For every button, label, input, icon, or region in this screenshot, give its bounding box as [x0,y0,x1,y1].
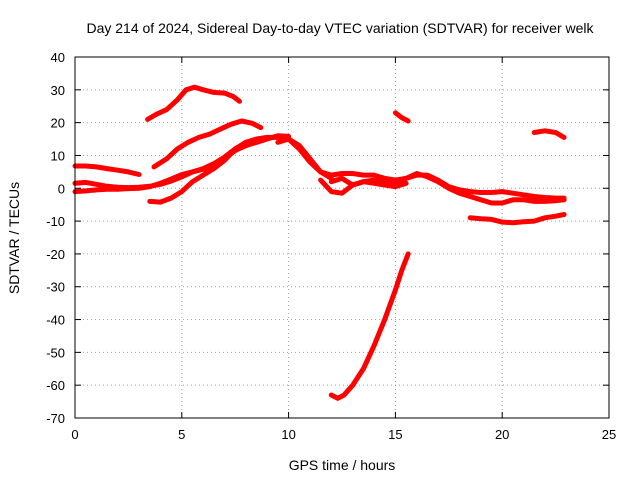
series-track-12 [467,212,567,226]
grid [75,57,609,418]
series-track-8 [328,171,567,206]
y-tick-label: -10 [46,214,65,229]
y-tick-label: 0 [58,181,65,196]
x-tick-label: 10 [281,427,295,442]
y-tick-label: 40 [51,50,65,65]
x-tick-label: 20 [495,427,509,442]
plot-area [72,84,567,401]
y-tick-label: -60 [46,378,65,393]
x-axis-label: GPS time / hours [289,457,396,473]
x-tick-label: 25 [602,427,616,442]
x-tick-label: 5 [178,427,185,442]
x-tick-label: 0 [71,427,78,442]
series-track-10 [328,251,411,401]
plot-frame [74,56,610,419]
y-tick-label: -70 [46,411,65,426]
y-tick-label: -40 [46,313,65,328]
y-tick-label: 30 [51,83,65,98]
series-track-1 [72,163,142,177]
y-tick-label: -30 [46,280,65,295]
y-tick-label: -20 [46,247,65,262]
y-axis-label: SDTVAR / TECUs [6,182,22,294]
y-tick-label: 10 [51,148,65,163]
axis-ticks: 0 5 10 15 20 25 40 30 20 10 0 -10 -20 -30 -40 -50 -60 -70 [46,50,616,442]
x-tick-label: 15 [388,427,402,442]
chart-title: Day 214 of 2024, Sidereal Day-to-day VTE… [86,20,594,36]
y-tick-label: -50 [46,345,65,360]
series-track-6 [145,84,242,122]
series-track-11 [392,110,411,124]
y-tick-label: 20 [51,116,65,131]
series-track-4 [147,146,238,205]
series-track-5 [151,118,264,170]
series-track-3 [72,133,292,195]
series-track-9 [318,177,409,196]
series-track-13 [531,128,567,140]
